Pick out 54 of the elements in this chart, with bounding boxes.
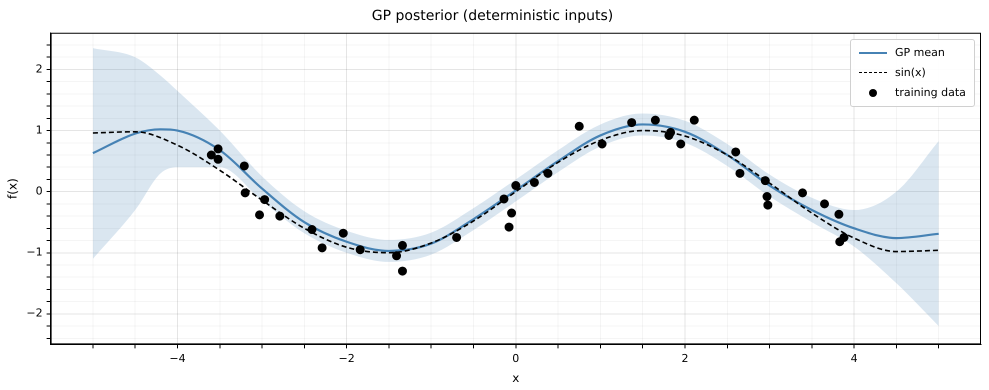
point [530,178,539,187]
point [214,144,223,154]
point [507,208,516,218]
point [504,222,514,232]
point [398,240,407,250]
point [260,195,270,204]
point [676,140,686,148]
point [650,116,660,125]
point [255,210,264,220]
point [338,228,348,238]
point [206,150,216,160]
point [735,168,744,178]
x-tick-label: 0 [512,352,520,365]
point [731,147,740,156]
x-tick-label: 4 [850,352,858,365]
y-tick-label: −1 [26,246,43,259]
point [834,210,844,219]
point [690,116,699,125]
point [275,212,284,221]
y-tick-label: 0 [36,184,43,198]
point [318,243,327,252]
x-tick-label: −4 [169,352,186,365]
point [499,194,508,204]
point [240,161,249,170]
point [543,168,552,178]
point [627,118,636,128]
legend-label: GP mean [895,46,945,60]
x-axis-title: x [512,370,520,385]
point [511,181,520,190]
point [839,232,848,242]
point [666,128,676,137]
point [763,200,772,210]
chart-title: GP posterior (deterministic inputs) [372,8,614,24]
legend-label: training data [895,86,966,100]
point [760,176,770,186]
point [307,225,316,234]
point [452,232,462,242]
point [798,188,808,198]
point [820,199,830,208]
y-tick-label: 1 [36,123,43,136]
legend-label: sin(x) [895,66,926,80]
x-tick-label: −2 [338,352,355,365]
y-axis-title: f(x) [5,178,20,199]
point [574,122,584,131]
point [392,251,402,260]
point [356,245,365,254]
point [240,188,250,198]
y-tick-label: 2 [36,62,43,76]
point [598,140,607,148]
point [398,266,407,276]
x-tick-label: 2 [681,352,688,365]
y-tick-label: −2 [26,306,43,320]
point [214,154,223,164]
point [762,192,772,202]
